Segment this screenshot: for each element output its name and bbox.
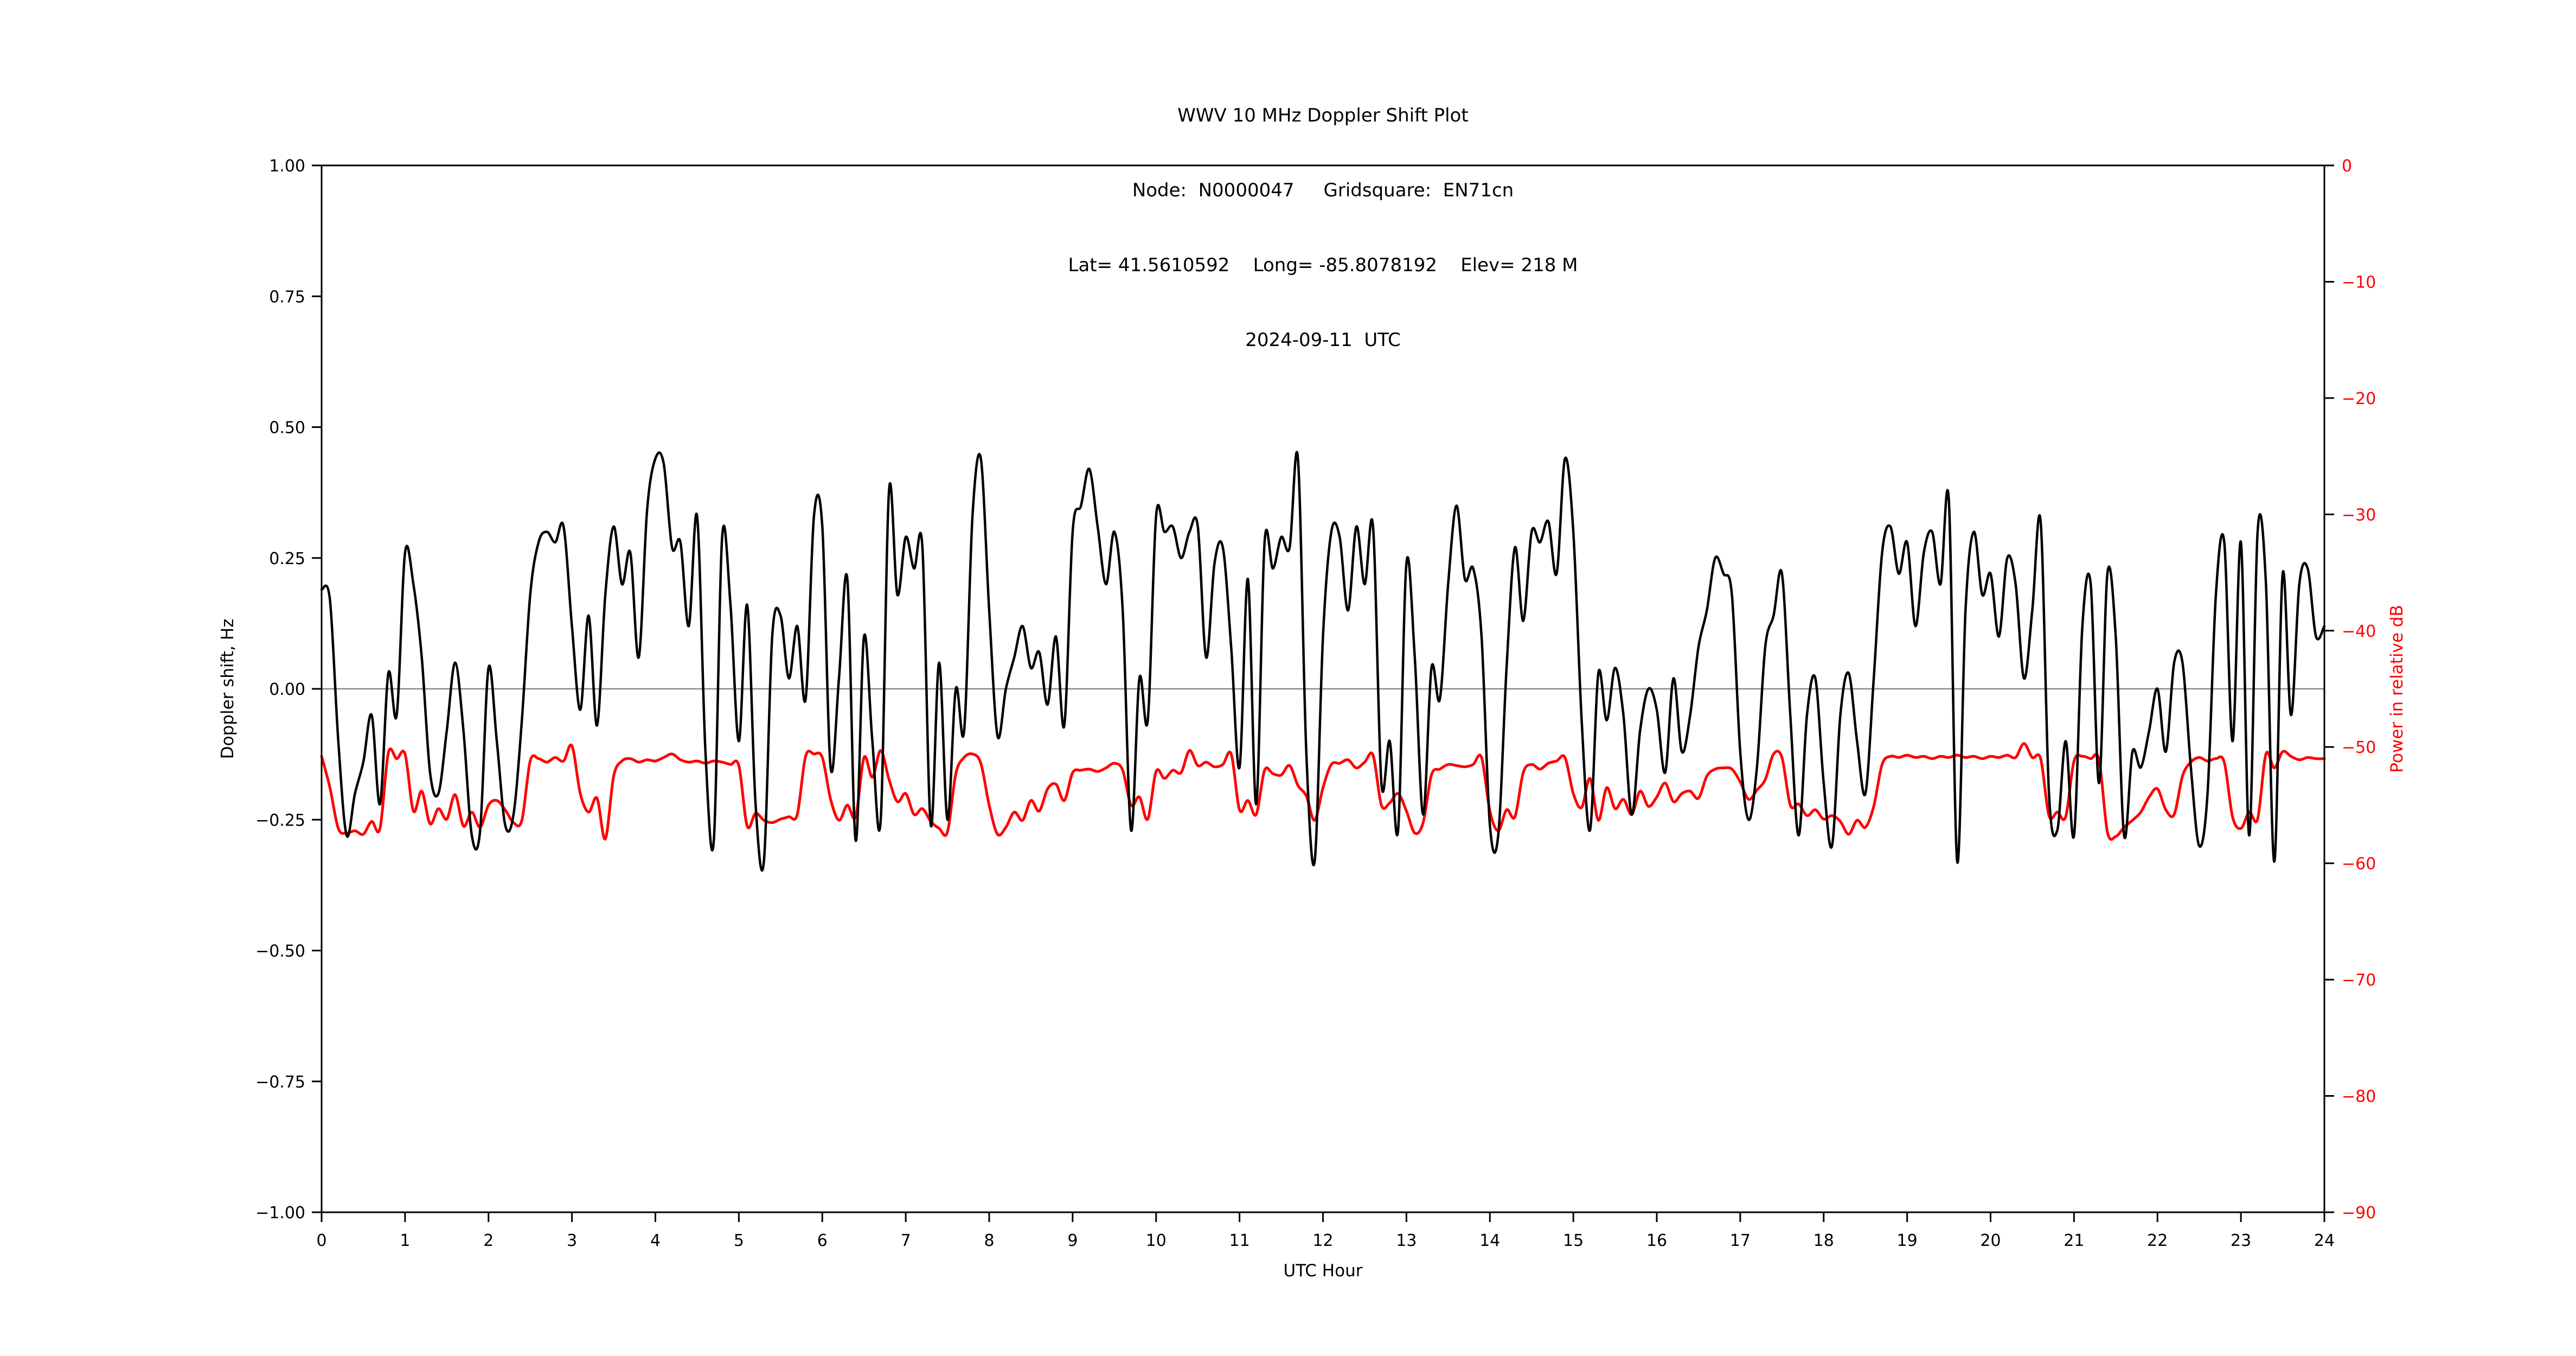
- chart-title-block: WWV 10 MHz Doppler Shift Plot Node: N000…: [322, 53, 2324, 402]
- x-tick-label: 22: [2147, 1231, 2168, 1250]
- left-y-tick-label: −1.00: [255, 1204, 305, 1223]
- right-y-tick-label: −30: [2342, 506, 2376, 525]
- right-y-axis-label: Power in relative dB: [2387, 605, 2407, 773]
- right-y-tick-label: −90: [2342, 1204, 2376, 1223]
- x-tick-label: 7: [901, 1231, 911, 1250]
- x-tick-label: 8: [984, 1231, 994, 1250]
- chart-subtitle-node-gridsquare: Node: N0000047 Gridsquare: EN71cn: [1132, 180, 1514, 201]
- x-tick-label: 5: [734, 1231, 744, 1250]
- left-y-tick-label: 0.75: [269, 287, 305, 306]
- x-tick-label: 19: [1897, 1231, 1918, 1250]
- left-y-tick-label: −0.25: [255, 811, 305, 830]
- right-y-tick-label: −40: [2342, 622, 2376, 641]
- chart-subtitle-lat-long-elev: Lat= 41.5610592 Long= -85.8078192 Elev= …: [1068, 254, 1578, 276]
- left-y-tick-label: 1.00: [269, 157, 305, 176]
- right-y-tick-label: −10: [2342, 273, 2376, 292]
- x-tick-label: 9: [1067, 1231, 1078, 1250]
- series-doppler_shift_hz: [320, 451, 2326, 872]
- left-y-tick-label: −0.50: [255, 942, 305, 961]
- right-y-tick-label: −80: [2342, 1088, 2376, 1106]
- x-tick-label: 2: [483, 1231, 494, 1250]
- series-power_relative_db: [320, 742, 2326, 841]
- left-y-axis-label: Doppler shift, Hz: [218, 618, 238, 759]
- x-tick-label: 12: [1312, 1231, 1333, 1250]
- x-tick-label: 16: [1646, 1231, 1667, 1250]
- left-y-tick-label: 0.25: [269, 549, 305, 568]
- x-tick-label: 1: [400, 1231, 410, 1250]
- x-tick-label: 21: [2064, 1231, 2084, 1250]
- right-y-tick-label: −60: [2342, 855, 2376, 874]
- x-tick-label: 20: [1980, 1231, 2001, 1250]
- x-tick-label: 6: [817, 1231, 828, 1250]
- x-tick-label: 0: [316, 1231, 326, 1250]
- chart-subtitle-date: 2024-09-11 UTC: [1245, 329, 1401, 351]
- right-y-tick-label: −70: [2342, 971, 2376, 990]
- x-tick-label: 17: [1730, 1231, 1751, 1250]
- chart-title: WWV 10 MHz Doppler Shift Plot: [1177, 105, 1469, 126]
- right-y-tick-label: −20: [2342, 389, 2376, 408]
- left-y-tick-label: 0.00: [269, 680, 305, 699]
- x-axis-label: UTC Hour: [1283, 1261, 1363, 1281]
- x-tick-label: 24: [2314, 1231, 2335, 1250]
- x-tick-label: 10: [1146, 1231, 1167, 1250]
- x-tick-label: 13: [1396, 1231, 1417, 1250]
- x-tick-label: 3: [567, 1231, 577, 1250]
- x-tick-label: 18: [1814, 1231, 1834, 1250]
- left-y-tick-label: 0.50: [269, 419, 305, 438]
- right-y-tick-label: −50: [2342, 738, 2376, 757]
- x-tick-label: 11: [1229, 1231, 1250, 1250]
- left-y-tick-label: −0.75: [255, 1073, 305, 1092]
- right-y-tick-label: 0: [2342, 157, 2352, 176]
- x-tick-label: 4: [650, 1231, 661, 1250]
- x-tick-label: 23: [2231, 1231, 2251, 1250]
- x-tick-label: 15: [1563, 1231, 1584, 1250]
- x-tick-label: 14: [1479, 1231, 1500, 1250]
